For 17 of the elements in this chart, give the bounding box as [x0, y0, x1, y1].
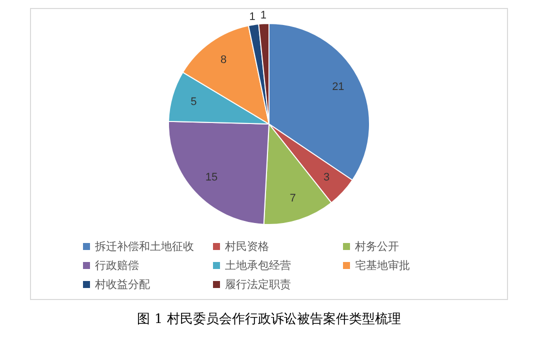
- data-label: 1: [249, 10, 256, 23]
- legend-label: 宅基地审批: [355, 258, 410, 273]
- data-label: 8: [220, 54, 227, 66]
- data-label: 7: [290, 192, 296, 205]
- legend-label: 村收益分配: [95, 277, 150, 292]
- legend-label: 土地承包经营: [225, 258, 291, 273]
- text: 图 1 村民委员会作行政诉讼被告案件类型梳理: [136, 311, 402, 328]
- data-label: 1: [260, 10, 266, 22]
- data-label: 15: [205, 171, 218, 184]
- data-label: 5: [190, 96, 197, 108]
- legend-label: 村民资格: [225, 239, 269, 254]
- legend-label: 行政赔偿: [95, 258, 139, 273]
- legend-label: 履行法定职责: [225, 277, 291, 292]
- data-label: 21: [332, 81, 344, 94]
- data-label: 3: [323, 171, 330, 184]
- legend-label: 拆迁补偿和土地征收: [95, 239, 194, 254]
- legend-label: 村务公开: [355, 239, 399, 254]
